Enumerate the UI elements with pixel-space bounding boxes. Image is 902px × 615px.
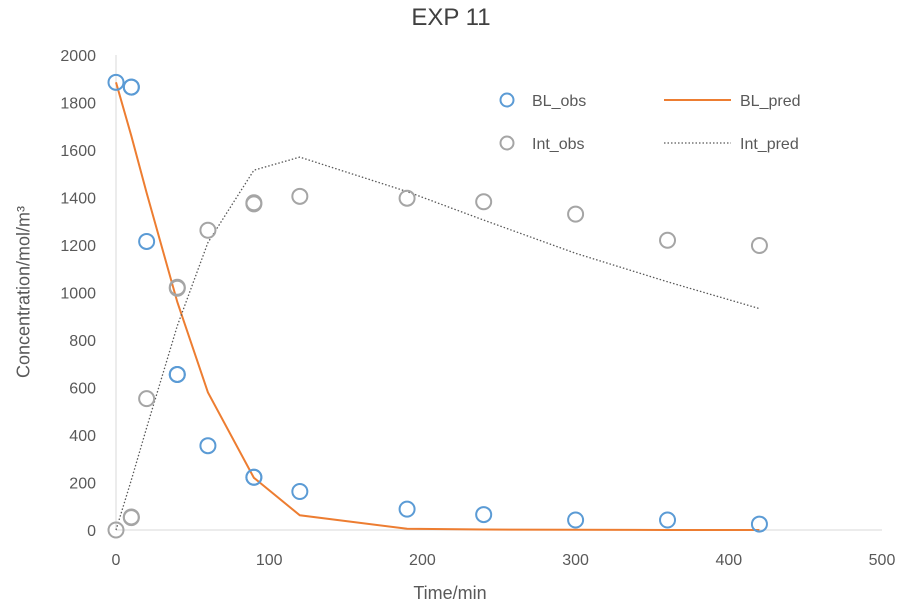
- y-tick-label: 800: [69, 333, 96, 350]
- data-point-int-obs: [168, 279, 186, 297]
- y-tick-label: 1600: [60, 143, 96, 160]
- legend-label-int-pred: Int_pred: [740, 136, 799, 153]
- legend-label-bl-pred: BL_pred: [740, 93, 801, 110]
- series-line-bl-pred: [115, 82, 760, 531]
- data-point-int-obs: [475, 193, 493, 211]
- tick-labels: 0 100 200 300 400 500 0 200 400 600 800 1000 1200 140…: [60, 48, 895, 569]
- legend-label-int-obs: Int_obs: [532, 136, 584, 153]
- series-lines: [115, 82, 760, 531]
- data-point-bl-obs: [475, 506, 493, 524]
- data-point-int-obs: [659, 231, 677, 249]
- y-tick-label: 0: [87, 523, 96, 540]
- x-tick-label: 200: [409, 552, 436, 569]
- x-tick-label: 300: [562, 552, 589, 569]
- data-point-int-obs: [567, 205, 585, 223]
- data-point-int-obs: [291, 187, 309, 205]
- data-point-int-obs: [199, 221, 217, 239]
- data-point-bl-obs: [398, 500, 416, 518]
- data-point-bl-obs: [168, 365, 186, 383]
- y-tick-label: 1200: [60, 238, 96, 255]
- y-axis-label: Concentration/mol/m³: [13, 205, 34, 379]
- x-tick-label: 500: [869, 552, 896, 569]
- y-tick-label: 1400: [60, 191, 96, 208]
- y-tick-label: 2000: [60, 48, 96, 65]
- data-point-int-obs: [122, 509, 140, 527]
- y-tick-label: 600: [69, 381, 96, 398]
- legend: BL_obs BL_pred Int_obs Int_pred: [499, 92, 801, 153]
- data-point-int-obs: [750, 236, 768, 254]
- data-point-bl-obs: [107, 73, 125, 91]
- data-point-bl-obs: [138, 232, 156, 250]
- x-axis-label: Time/min: [413, 583, 487, 603]
- series-markers: [107, 73, 768, 539]
- data-point-bl-obs: [122, 78, 140, 96]
- data-point-bl-obs: [750, 515, 768, 533]
- legend-marker-int-obs: [499, 135, 515, 151]
- axes: [115, 55, 882, 531]
- legend-label-bl-obs: BL_obs: [532, 93, 586, 110]
- data-point-int-obs: [398, 189, 416, 207]
- data-point-bl-obs: [245, 468, 263, 486]
- y-tick-label: 1000: [60, 286, 96, 303]
- x-tick-label: 0: [112, 552, 121, 569]
- data-point-bl-obs: [291, 483, 309, 501]
- x-tick-label: 400: [715, 552, 742, 569]
- data-point-int-obs: [107, 521, 125, 539]
- legend-marker-bl-obs: [499, 92, 515, 108]
- y-tick-label: 200: [69, 476, 96, 493]
- y-tick-label: 400: [69, 428, 96, 445]
- data-point-bl-obs: [567, 511, 585, 529]
- data-point-int-obs: [138, 390, 156, 408]
- y-tick-label: 1800: [60, 96, 96, 113]
- series-line-int-pred: [115, 156, 760, 531]
- chart-title: EXP 11: [411, 4, 491, 31]
- x-tick-label: 100: [256, 552, 283, 569]
- data-point-int-obs: [245, 195, 263, 213]
- data-point-bl-obs: [659, 511, 677, 529]
- data-point-bl-obs: [199, 437, 217, 455]
